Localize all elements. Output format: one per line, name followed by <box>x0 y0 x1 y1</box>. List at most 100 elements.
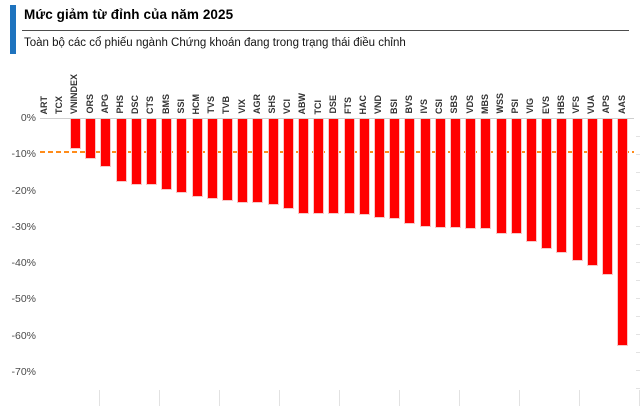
x-axis-ticker-label: BVS <box>403 95 414 114</box>
right-minor-tick <box>636 352 640 353</box>
bottom-minor-tick <box>519 390 520 406</box>
y-axis-tick-label: -50% <box>11 293 36 306</box>
x-axis-ticker-label: ABW <box>297 92 308 115</box>
x-axis-ticker-label: DSC <box>130 94 141 114</box>
chart-title: Mức giảm từ đỉnh của năm 2025 <box>24 7 234 22</box>
y-axis-tick-label: -40% <box>11 257 36 270</box>
bar <box>495 118 507 234</box>
bar <box>252 118 264 204</box>
x-axis-ticker-label: BSI <box>388 98 399 114</box>
bar <box>282 118 294 209</box>
x-axis-ticker-label: FTS <box>343 97 353 114</box>
x-axis-ticker-label: SHS <box>267 95 277 114</box>
title-divider <box>22 30 629 31</box>
bottom-minor-tick <box>219 390 220 406</box>
x-axis-ticker-label: DSE <box>327 95 338 114</box>
bar <box>556 118 568 254</box>
bar <box>69 118 81 150</box>
x-axis-ticker-label: ORS <box>84 94 95 114</box>
x-axis-ticker-label: SBS <box>449 95 460 114</box>
bar <box>297 118 309 214</box>
bar <box>237 118 249 204</box>
x-axis-ticker-label: TVS <box>206 96 217 114</box>
x-axis-ticker-label: VDS <box>464 95 475 114</box>
right-minor-tick <box>636 244 640 245</box>
bottom-minor-tick <box>159 390 160 406</box>
bar <box>601 118 613 276</box>
x-axis-ticker-label: ART <box>39 95 49 115</box>
x-axis-ticker-label: IVS <box>419 99 429 114</box>
bar <box>510 118 522 234</box>
x-axis-ticker-label: HBS <box>555 94 566 114</box>
bar <box>328 118 340 214</box>
right-minor-tick <box>636 316 640 317</box>
x-axis-ticker-label: BMS <box>160 94 171 114</box>
bar <box>434 118 446 228</box>
bar <box>100 118 112 168</box>
x-axis-ticker-label: MBS <box>479 94 490 114</box>
bar <box>525 118 537 242</box>
x-axis-ticker-label: VND <box>373 94 384 114</box>
bar <box>85 118 97 160</box>
x-axis-ticker-label: CTS <box>145 96 156 114</box>
x-axis-ticker-label: TVB <box>221 96 232 114</box>
bottom-minor-tick <box>99 390 100 406</box>
right-minor-tick <box>636 136 640 137</box>
bar <box>161 118 173 190</box>
right-minor-tick <box>636 154 640 155</box>
bar <box>176 118 188 194</box>
right-minor-tick <box>636 298 640 299</box>
right-minor-tick <box>636 172 640 173</box>
x-axis-ticker-label: EVS <box>540 95 551 114</box>
y-axis-tick-label: -30% <box>11 220 36 233</box>
x-axis-ticker-label: VNINDEX <box>69 73 80 114</box>
x-axis-ticker-label: PHS <box>115 95 125 114</box>
x-axis-ticker-label: AGR <box>251 94 262 114</box>
y-axis-tick-label: -10% <box>11 148 36 161</box>
y-axis-tick-label: 0% <box>20 112 36 124</box>
x-axis-ticker-label: VIG <box>525 98 536 114</box>
bottom-minor-tick <box>339 390 340 406</box>
bar <box>617 118 629 347</box>
x-axis-ticker-label: VCI <box>282 98 293 114</box>
bar <box>419 118 431 228</box>
right-minor-tick <box>636 388 640 389</box>
x-axis-ticker-label: HAC <box>358 94 369 115</box>
bar <box>373 118 385 219</box>
x-axis-ticker-label: AAS <box>616 94 627 114</box>
bar <box>389 118 401 219</box>
right-minor-tick <box>636 334 640 335</box>
accent-bar <box>10 5 16 54</box>
x-axis-ticker-label: TCX <box>54 96 65 114</box>
bar <box>571 118 583 262</box>
right-minor-tick <box>636 370 640 371</box>
right-minor-tick <box>636 262 640 263</box>
right-minor-tick <box>636 280 640 281</box>
y-axis-tick-label: -60% <box>11 329 36 342</box>
x-axis-ticker-label: VIX <box>236 99 247 114</box>
x-axis-ticker-label: PSI <box>510 99 521 114</box>
x-axis-ticker-label: VFS <box>571 96 581 114</box>
bar <box>145 118 157 185</box>
bottom-minor-tick <box>279 390 280 406</box>
bar <box>221 118 233 201</box>
chart-subtitle: Toàn bộ các cổ phiếu ngành Chứng khoán đ… <box>24 37 406 49</box>
bar <box>404 118 416 224</box>
bar <box>358 118 370 216</box>
x-axis-ticker-label: CSI <box>434 98 445 114</box>
bottom-minor-tick <box>459 390 460 406</box>
bar <box>130 118 142 185</box>
x-axis-ticker-label: WSS <box>495 93 505 114</box>
bar <box>586 118 598 266</box>
bar <box>541 118 553 250</box>
x-axis-ticker-label: VUA <box>586 94 597 114</box>
bottom-minor-tick <box>579 390 580 406</box>
bar <box>465 118 477 229</box>
y-axis-tick-label: -20% <box>11 184 36 197</box>
right-minor-tick <box>636 190 640 191</box>
bar <box>313 118 325 214</box>
bar <box>267 118 279 206</box>
bar <box>206 118 218 200</box>
bar <box>343 118 355 215</box>
